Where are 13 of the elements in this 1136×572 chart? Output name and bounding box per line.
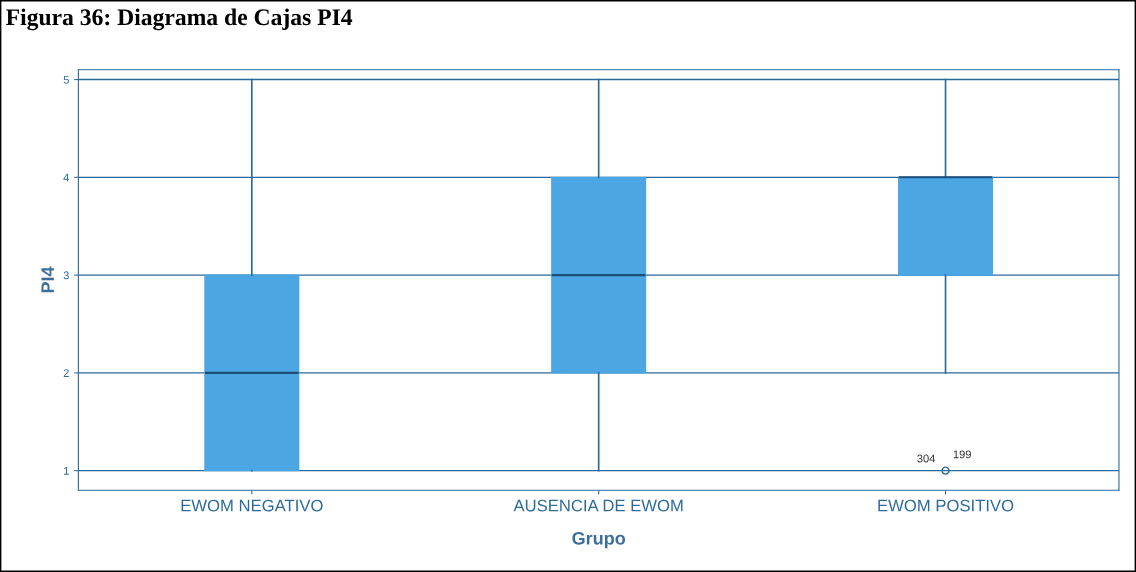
y-tick-label: 2 [63, 369, 69, 377]
y-tick-label: 5 [63, 75, 69, 84]
y-tick-label: 3 [63, 271, 69, 280]
chart-title: Figura 36: Diagrama de Cajas PI4 [6, 8, 353, 31]
annotation: 199 [953, 450, 971, 459]
x-axis-title: Grupo [572, 531, 626, 549]
y-axis-title: PI4 [41, 266, 54, 293]
y-tick-label: 4 [63, 173, 70, 182]
annotation: 304 [917, 454, 936, 463]
y-tick-label: 1 [64, 467, 69, 475]
x-tick-label: EWOM NEGATIVO [181, 499, 323, 512]
x-tick-label: AUSENCIA DE EWOM [513, 499, 683, 512]
x-tick-label: EWOM POSITIVO [878, 499, 1014, 512]
